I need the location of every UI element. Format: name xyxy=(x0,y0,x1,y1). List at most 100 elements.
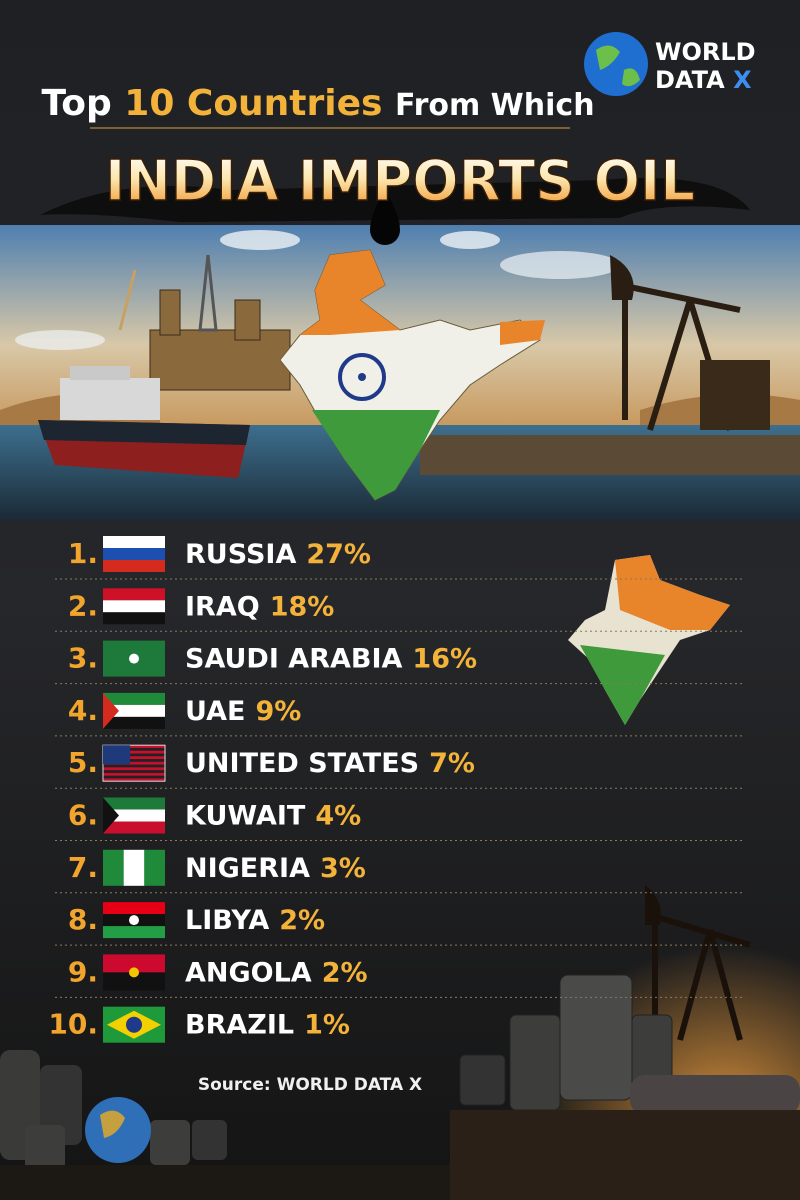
flag-part xyxy=(103,821,165,834)
flag-part xyxy=(103,750,165,754)
flag-part xyxy=(103,756,165,760)
flag xyxy=(103,1006,165,1043)
flag xyxy=(103,849,165,886)
rank: 8. xyxy=(68,903,98,936)
rank: 9. xyxy=(68,955,98,988)
flag-part xyxy=(103,548,165,560)
country-name: LIBYA xyxy=(185,905,269,936)
logo: WORLD DATA X xyxy=(584,32,756,96)
list-row: 10. BRAZIL 1% xyxy=(48,1006,350,1043)
import-share: 7% xyxy=(429,748,475,779)
row-label: SAUDI ARABIA 16% xyxy=(185,644,477,675)
list-row: 8. LIBYA 2% xyxy=(55,902,745,946)
flag xyxy=(103,954,165,991)
import-share: 27% xyxy=(306,539,371,570)
row-label: UNITED STATES 7% xyxy=(185,748,475,779)
flag-part xyxy=(103,692,119,729)
flag-part xyxy=(103,704,165,717)
import-share: 1% xyxy=(304,1010,350,1041)
flag xyxy=(103,692,165,729)
import-share: 2% xyxy=(322,957,368,988)
country-name: NIGERIA xyxy=(185,853,310,884)
rank: 6. xyxy=(68,799,98,832)
flag-part xyxy=(103,612,165,625)
flag-part xyxy=(103,745,165,748)
row-label: LIBYA 2% xyxy=(185,905,325,936)
flag xyxy=(102,744,166,782)
country-name: ANGOLA xyxy=(185,957,312,988)
row-label: NIGERIA 3% xyxy=(185,853,366,884)
headline: INDIA IMPORTS OIL xyxy=(105,149,695,214)
bottom-scene xyxy=(0,885,800,1200)
row-label: RUSSIA 27% xyxy=(185,539,371,570)
rank: 4. xyxy=(68,694,98,727)
list-row: 4. UAE 9% xyxy=(55,692,745,737)
import-share: 2% xyxy=(279,905,325,936)
flag-part xyxy=(129,967,139,978)
logo-line2-accent: X xyxy=(733,66,752,94)
flag-part xyxy=(103,536,165,548)
list-row: 1. RUSSIA 27% xyxy=(55,536,745,580)
flag-part xyxy=(103,588,165,601)
country-name: UAE xyxy=(185,696,245,727)
rank: 5. xyxy=(68,746,98,779)
import-share: 16% xyxy=(412,644,477,675)
flag-part xyxy=(103,716,165,729)
flag-part xyxy=(126,1016,142,1033)
flag-part xyxy=(103,926,165,939)
flag xyxy=(103,536,165,572)
flag-part xyxy=(103,797,119,834)
title-prefix: Top xyxy=(41,83,111,124)
list-row: 3. SAUDI ARABIA 16% xyxy=(55,640,745,685)
flag-part xyxy=(103,600,165,613)
flag-part xyxy=(103,560,165,572)
list-row: 2. IRAQ 18% xyxy=(55,588,745,632)
row-label: BRAZIL 1% xyxy=(185,1010,350,1041)
flag-part xyxy=(103,797,165,810)
flag-part xyxy=(129,915,139,926)
row-label: UAE 9% xyxy=(185,696,301,727)
row-label: ANGOLA 2% xyxy=(185,957,368,988)
import-share: 3% xyxy=(320,853,366,884)
list-row: 7. NIGERIA 3% xyxy=(55,849,745,894)
list-row: 6. KUWAIT 4% xyxy=(55,797,745,841)
country-list: 1. RUSSIA 27% 2. IRAQ 18% 3. SAUDI ARABIA 16% 4. U… xyxy=(48,536,745,1043)
oil-drop xyxy=(370,190,400,245)
title-suffix: From Which xyxy=(395,88,595,123)
country-name: BRAZIL xyxy=(185,1010,294,1041)
flag xyxy=(103,640,165,677)
title-highlight: 10 Countries xyxy=(124,83,382,124)
import-share: 18% xyxy=(270,591,335,622)
logo-line2-main: DATA xyxy=(655,66,725,94)
flag-part xyxy=(144,849,165,886)
rank: 3. xyxy=(68,642,98,675)
flag-part xyxy=(103,972,165,991)
country-name: UNITED STATES xyxy=(185,748,419,779)
flag-part xyxy=(103,767,165,771)
flag-part xyxy=(103,849,124,886)
rank: 10. xyxy=(48,1008,98,1041)
country-name: KUWAIT xyxy=(185,801,306,832)
list-row: 9. ANGOLA 2% xyxy=(55,954,745,998)
flag xyxy=(103,902,165,939)
rank: 1. xyxy=(68,537,98,570)
logo-line1: WORLD xyxy=(655,38,756,66)
import-share: 9% xyxy=(255,696,301,727)
flag-part xyxy=(103,692,165,705)
flag-part xyxy=(103,778,165,782)
flag-part xyxy=(103,761,165,765)
rank: 7. xyxy=(68,851,98,884)
list-row: 5. UNITED STATES 7% xyxy=(55,744,745,789)
import-share: 4% xyxy=(315,801,361,832)
flag-part xyxy=(103,809,165,822)
scene xyxy=(0,225,800,520)
flag xyxy=(103,588,165,625)
country-name: IRAQ xyxy=(185,591,260,622)
rank: 2. xyxy=(68,589,98,622)
source: Source: WORLD DATA X xyxy=(198,1075,422,1095)
flag-part xyxy=(103,954,165,973)
side-map xyxy=(568,555,730,725)
country-name: SAUDI ARABIA xyxy=(185,644,403,675)
